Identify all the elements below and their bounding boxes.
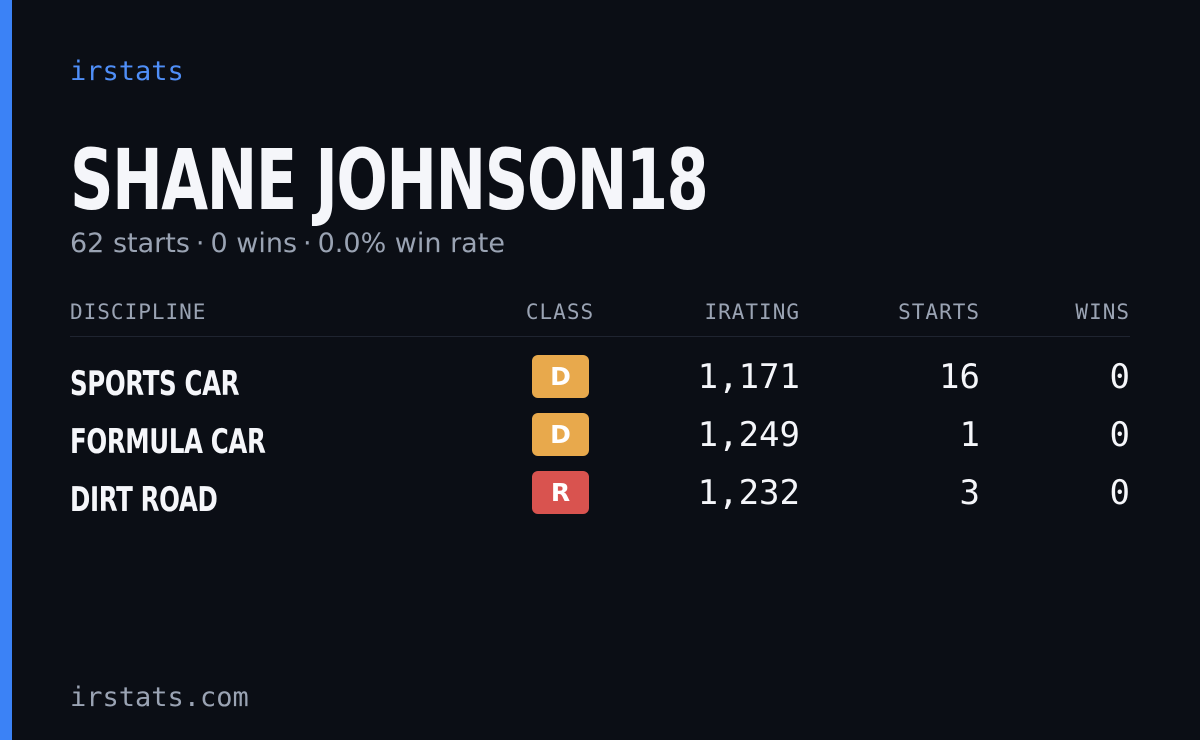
column-header: DISCIPLINE	[70, 300, 207, 324]
stat: 0 wins	[210, 228, 298, 259]
starts: 16	[939, 357, 980, 397]
discipline: DIRT ROAD	[70, 480, 218, 520]
class-badge: R	[532, 471, 589, 514]
stats-line: 62 starts · 0 wins · 0.0% win rate	[70, 228, 505, 259]
column-header: STARTS	[898, 300, 980, 324]
column-header: IRATING	[704, 300, 800, 324]
discipline: FORMULA CAR	[70, 422, 266, 462]
starts: 1	[959, 415, 980, 455]
brand: irstats	[70, 56, 184, 87]
stat: 62 starts	[70, 228, 190, 259]
wins: 0	[1109, 415, 1130, 455]
irating: 1,171	[697, 357, 800, 397]
stat: 0.0% win rate	[317, 228, 505, 259]
accent-bar	[0, 0, 12, 740]
header-rule	[70, 336, 1130, 337]
class-badge: D	[532, 355, 589, 398]
column-header: WINS	[1075, 300, 1130, 324]
column-header: CLASS	[525, 300, 595, 324]
separator: ·	[303, 228, 312, 259]
irating: 1,232	[697, 473, 800, 513]
footer: irstats.com	[70, 682, 249, 713]
class-badge: D	[532, 413, 589, 456]
irating: 1,249	[697, 415, 800, 455]
separator: ·	[195, 228, 205, 259]
wins: 0	[1109, 357, 1130, 397]
starts: 3	[959, 473, 980, 513]
discipline: SPORTS CAR	[70, 364, 240, 404]
wins: 0	[1109, 473, 1130, 513]
player-name: SHANE JOHNSON18	[70, 131, 709, 229]
